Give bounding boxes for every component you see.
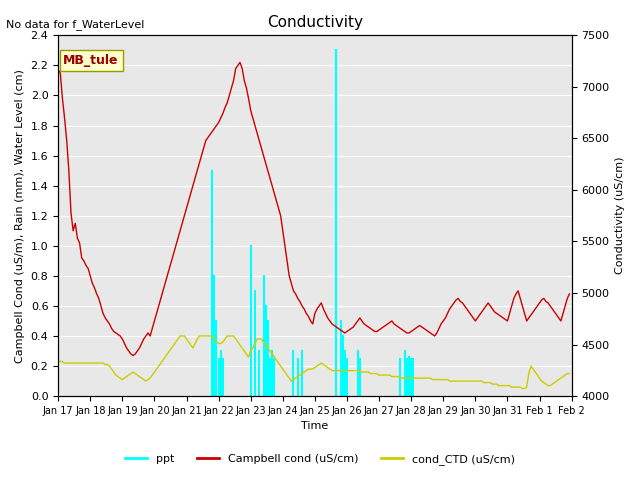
Text: MB_tule: MB_tule <box>63 54 119 67</box>
X-axis label: Time: Time <box>301 421 328 432</box>
Y-axis label: Conductivity (uS/cm): Conductivity (uS/cm) <box>615 157 625 275</box>
Title: Conductivity: Conductivity <box>267 15 363 30</box>
Text: No data for f_WaterLevel: No data for f_WaterLevel <box>6 19 145 30</box>
Legend: ppt, Campbell cond (uS/cm), cond_CTD (uS/cm): ppt, Campbell cond (uS/cm), cond_CTD (uS… <box>121 450 519 469</box>
Y-axis label: Campbell Cond (uS/m), Rain (mm), Water Level (cm): Campbell Cond (uS/m), Rain (mm), Water L… <box>15 69 25 363</box>
